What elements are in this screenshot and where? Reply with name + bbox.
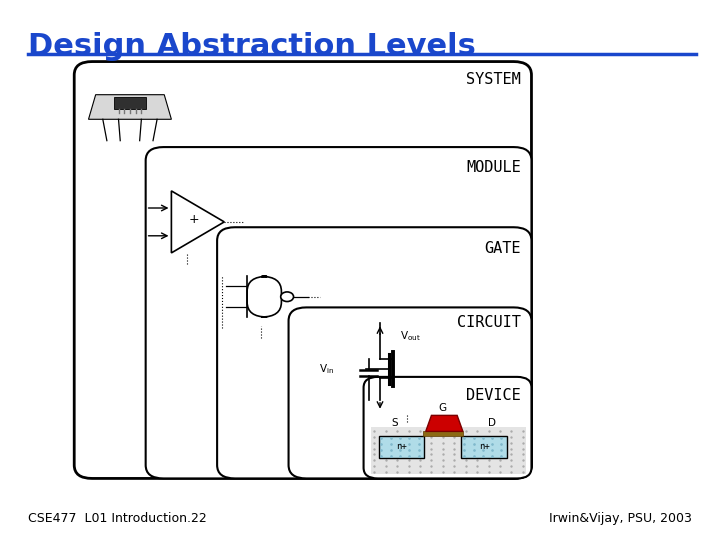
- Text: Design Abstraction Levels: Design Abstraction Levels: [28, 32, 476, 61]
- FancyBboxPatch shape: [462, 436, 507, 458]
- Polygon shape: [89, 94, 171, 119]
- Text: V$_{\mathregular{out}}$: V$_{\mathregular{out}}$: [400, 329, 421, 343]
- Text: V$_{\mathregular{in}}$: V$_{\mathregular{in}}$: [319, 362, 334, 376]
- Text: G: G: [438, 403, 447, 413]
- Text: S: S: [391, 417, 397, 428]
- FancyBboxPatch shape: [217, 227, 531, 478]
- Polygon shape: [426, 415, 463, 431]
- Text: D: D: [488, 417, 496, 428]
- Text: CIRCUIT: CIRCUIT: [457, 315, 521, 330]
- Text: n+: n+: [396, 442, 407, 451]
- Text: MODULE: MODULE: [466, 160, 521, 176]
- FancyBboxPatch shape: [364, 377, 531, 478]
- FancyBboxPatch shape: [145, 147, 531, 478]
- Bar: [423, 431, 463, 436]
- Circle shape: [281, 292, 294, 301]
- Text: GATE: GATE: [485, 241, 521, 255]
- FancyBboxPatch shape: [247, 276, 282, 317]
- FancyBboxPatch shape: [371, 427, 526, 474]
- Polygon shape: [114, 97, 145, 109]
- Text: +: +: [189, 213, 199, 226]
- Text: DEVICE: DEVICE: [466, 388, 521, 403]
- Text: n+: n+: [479, 442, 490, 451]
- Polygon shape: [171, 191, 224, 253]
- Text: SYSTEM: SYSTEM: [466, 72, 521, 87]
- Text: Irwin&Vijay, PSU, 2003: Irwin&Vijay, PSU, 2003: [549, 512, 692, 525]
- Text: CSE477  L01 Introduction.22: CSE477 L01 Introduction.22: [28, 512, 207, 525]
- FancyBboxPatch shape: [289, 307, 531, 478]
- FancyBboxPatch shape: [74, 62, 531, 478]
- FancyBboxPatch shape: [379, 436, 424, 458]
